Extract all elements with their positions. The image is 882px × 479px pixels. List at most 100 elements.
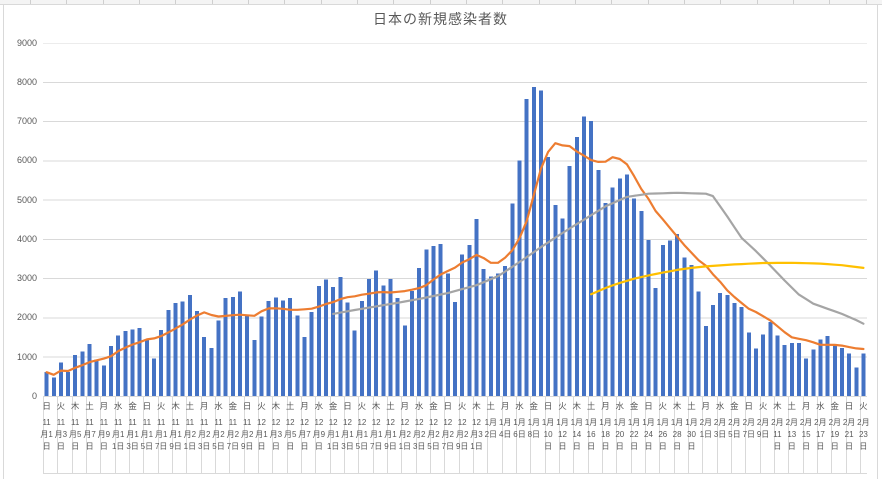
weekday-char: 日 <box>543 401 553 412</box>
weekday-char: 木 <box>572 401 582 412</box>
weekday-char: 土 <box>687 401 696 412</box>
weekday-char: 火 <box>457 401 467 412</box>
weekday-char: 日 <box>644 401 653 412</box>
bar <box>746 332 751 397</box>
label-area-bottom-line <box>43 473 867 474</box>
date-text: 11月23日 <box>197 418 211 452</box>
x-label-separator <box>759 397 761 473</box>
bar <box>646 239 651 397</box>
bar <box>639 211 644 397</box>
date-text: 12月17日 <box>369 418 383 452</box>
x-axis-tick-label: 日 1月10日 <box>541 400 555 453</box>
x-axis-tick-label: 金 12月11日 <box>326 400 340 453</box>
sheet-column-tick <box>248 0 249 4</box>
x-label-separator <box>702 397 704 473</box>
bar <box>152 358 157 397</box>
weekday-char: 金 <box>128 401 137 412</box>
x-label-separator <box>329 397 331 473</box>
y-axis-tick-label: 8000 <box>16 76 37 87</box>
weekday-char: 日 <box>42 401 51 412</box>
bar <box>524 99 529 397</box>
x-label-separator <box>215 397 216 473</box>
x-label-separator <box>687 397 689 473</box>
weekday-char: 日 <box>242 401 252 412</box>
x-label-separator <box>444 397 446 473</box>
x-label-separator <box>272 397 274 473</box>
date-text: 11月29日 <box>240 418 254 452</box>
weekday-char: 火 <box>357 401 367 412</box>
bar <box>259 316 264 397</box>
bar <box>696 291 701 397</box>
x-axis-tick-label: 水 2月17日 <box>813 400 827 453</box>
date-text: 1月10日 <box>541 418 555 452</box>
weekday-char: 月 <box>400 401 410 412</box>
bar <box>130 329 135 397</box>
date-text: 1月20日 <box>613 418 627 452</box>
bar <box>173 302 178 397</box>
sheet-column-tick <box>102 0 104 4</box>
x-label-separator <box>286 397 288 473</box>
date-text: 2月17日 <box>814 418 827 452</box>
weekday-char: 金 <box>429 401 438 412</box>
weekday-char: 木 <box>171 401 180 412</box>
bar <box>761 334 766 397</box>
x-label-separator <box>200 397 202 473</box>
weekday-char: 木 <box>472 401 481 412</box>
x-axis-tick-label: 日 1月24日 <box>642 400 656 453</box>
bar <box>560 218 565 397</box>
y-axis-tick-label: 5000 <box>16 194 37 205</box>
weekday-char: 水 <box>214 401 223 412</box>
sheet-column-tick <box>429 0 431 4</box>
sheet-column-tick <box>139 0 140 4</box>
sheet-column-tick <box>175 0 177 4</box>
date-text: 12月23日 <box>412 418 426 452</box>
weekday-char: 月 <box>300 401 309 412</box>
x-label-separator <box>515 397 517 473</box>
bar <box>445 273 450 397</box>
bar <box>796 342 801 397</box>
sheet-column-tick <box>756 0 758 4</box>
x-axis-tick-label: 木 2月11日 <box>770 400 784 453</box>
sheet-column-tick <box>30 0 31 4</box>
bar <box>546 157 551 397</box>
bar <box>166 309 171 397</box>
date-text: 12月9日 <box>312 418 326 452</box>
x-axis-tick-label: 金 1月8日 <box>527 400 541 441</box>
bar <box>116 335 121 397</box>
x-label-separator <box>845 397 847 473</box>
bar <box>195 311 200 397</box>
date-text: 1月24日 <box>642 418 655 452</box>
bar <box>453 301 457 397</box>
x-axis-tick-label: 水 12月23日 <box>412 400 426 453</box>
bar <box>775 335 780 397</box>
bar <box>288 297 293 397</box>
date-text: 2月5日 <box>728 418 741 440</box>
bar <box>667 240 672 397</box>
bar <box>338 276 343 397</box>
bar <box>374 270 379 397</box>
date-text: 12月29日 <box>455 418 469 452</box>
x-label-separator <box>143 397 145 473</box>
date-text: 11月19日 <box>169 418 182 452</box>
weekday-char: 火 <box>658 401 668 412</box>
weekday-char: 土 <box>586 401 596 412</box>
weekday-char: 土 <box>787 401 797 412</box>
x-axis-tick-label: 土 12月19日 <box>384 400 398 453</box>
date-text: 12月5日 <box>283 418 297 452</box>
bar <box>703 325 708 397</box>
date-text: 1月6日 <box>513 418 526 440</box>
bar <box>51 377 56 397</box>
bar <box>273 297 278 397</box>
x-axis-tick-label: 日 12月27日 <box>441 400 455 453</box>
bar <box>538 90 543 397</box>
x-axis-tick-label: 金 2月19日 <box>828 400 842 453</box>
weekday-char: 水 <box>414 401 424 412</box>
bar <box>109 345 114 397</box>
weekday-char: 日 <box>744 401 754 412</box>
date-text: 11月5日 <box>68 418 82 452</box>
x-axis-tick-label: 土 1月2日 <box>484 400 498 441</box>
x-axis-tick-label: 木 11月19日 <box>169 400 183 453</box>
weekday-char: 火 <box>758 401 768 412</box>
weekday-char: 月 <box>601 401 610 412</box>
x-label-separator <box>57 397 59 473</box>
